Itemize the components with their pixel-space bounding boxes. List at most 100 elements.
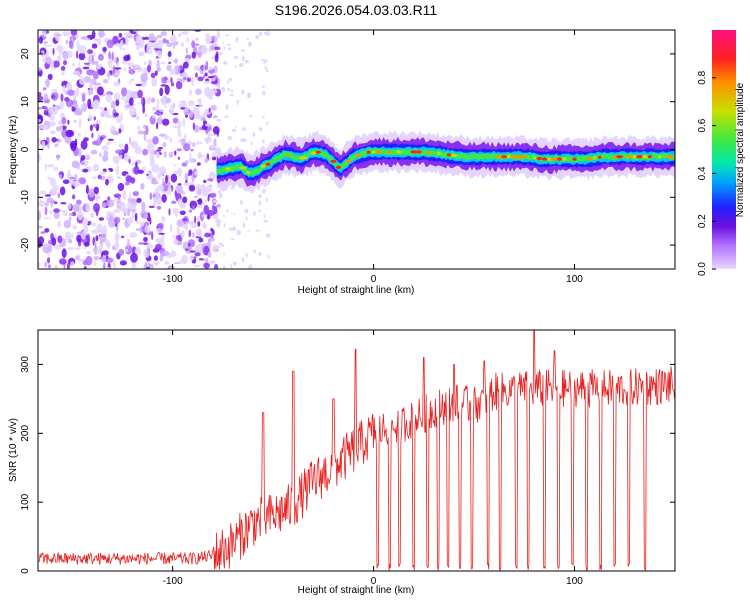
spectrogram-noise-mark <box>81 93 86 103</box>
spectrogram-noise-mark <box>197 188 202 196</box>
spectrogram-ridge-peak <box>410 150 418 154</box>
spectrogram-noise-mark <box>161 233 165 242</box>
spectrogram-noise-mark <box>193 106 198 115</box>
spectrogram-noise-mark <box>263 219 268 223</box>
spectrogram-noise-mark <box>106 266 112 269</box>
spectrogram-noise-mark <box>185 248 189 251</box>
spectrogram-ridge-peak <box>261 164 266 168</box>
spectrogram-noise-mark <box>98 33 106 36</box>
spectrogram-noise-mark <box>241 89 245 95</box>
spectrogram-noise-mark <box>59 258 67 265</box>
colorbar-tick-label: 0.2 <box>697 214 708 228</box>
spectrogram-noise-mark <box>116 60 119 66</box>
spectrogram-noise-mark <box>223 223 226 228</box>
spectrogram-noise-mark <box>134 212 138 222</box>
spectrogram-noise-mark <box>92 246 101 255</box>
spectrogram-noise-mark <box>69 39 73 49</box>
spectrogram-noise-mark <box>135 34 143 45</box>
spectrogram-noise-mark <box>121 96 125 100</box>
spectrogram-ridge-peak <box>415 150 422 154</box>
spectrogram-y-tick-label: 10 <box>20 96 31 108</box>
spectrogram-noise-mark <box>227 135 233 141</box>
spectrogram-noise-mark <box>116 176 121 179</box>
spectrogram-noise-mark <box>194 215 197 224</box>
spectrogram-noise-mark <box>47 257 50 264</box>
spectrogram-noise-mark <box>166 42 173 48</box>
spectrogram-noise-mark <box>63 60 67 66</box>
spectrogram-noise-mark <box>85 255 93 266</box>
spectrogram-noise-mark <box>255 229 260 232</box>
spectrogram-noise-mark <box>189 255 195 261</box>
spectrogram-noise-mark <box>93 71 99 80</box>
spectrogram-noise-mark <box>97 107 104 110</box>
colorbar-tick-label: 0.6 <box>697 118 708 132</box>
spectrogram-noise-mark <box>230 89 234 93</box>
spectrogram-noise-mark <box>200 65 205 69</box>
spectrogram-noise-mark <box>140 183 145 190</box>
spectrogram-noise-mark <box>59 101 64 110</box>
spectrogram-noise-mark <box>135 115 140 121</box>
spectrogram-ridge-peak <box>626 155 633 159</box>
spectrogram-ridge-peak <box>510 155 519 159</box>
spectrogram-noise-mark <box>218 190 221 195</box>
spectrogram-noise-mark <box>76 234 82 243</box>
spectrogram-noise-mark <box>98 217 105 221</box>
spectrogram-noise-mark <box>114 209 119 213</box>
spectrogram-x-axis-label: Height of straight line (km) <box>298 285 415 296</box>
spectrogram-noise-mark <box>265 233 271 238</box>
spectrogram-noise-mark <box>92 176 97 179</box>
spectrogram-noise-mark <box>246 150 248 154</box>
spectrogram-noise-mark <box>50 177 56 187</box>
spectrogram-ridge-peak <box>616 155 624 159</box>
spectrogram-noise-mark <box>102 46 107 53</box>
spectrogram-noise-mark <box>76 199 82 205</box>
spectrogram-noise-mark <box>96 89 103 94</box>
spectrogram-noise-mark <box>65 39 69 45</box>
spectrogram-noise-mark <box>172 43 175 49</box>
spectrogram-noise-mark <box>204 232 212 238</box>
spectrogram-noise-mark <box>185 221 188 230</box>
spectrogram-noise-mark <box>140 72 148 83</box>
spectrogram-noise-mark <box>124 143 129 154</box>
spectrogram-noise-mark <box>129 97 134 106</box>
spectrogram-noise-mark <box>227 88 230 91</box>
spectrogram-noise-mark <box>182 241 190 251</box>
spectrogram-noise-mark <box>164 105 167 109</box>
spectrogram-noise-mark <box>189 89 192 96</box>
spectrogram-noise-mark <box>163 151 167 158</box>
spectrogram-noise-mark <box>170 200 177 204</box>
spectrogram-noise-mark <box>241 56 245 62</box>
spectrogram-noise-mark <box>129 192 132 202</box>
spectrogram-noise-mark <box>53 166 59 171</box>
spectrogram-ridge-peak <box>557 157 562 161</box>
spectrogram-noise-mark <box>141 201 146 211</box>
spectrogram-noise-mark <box>41 140 46 149</box>
spectrogram-y-tick-label: 0 <box>20 146 31 152</box>
spectrogram-noise-mark <box>218 51 223 56</box>
spectrogram-noise-mark <box>88 80 94 90</box>
snr-x-tick-label: 0 <box>371 576 377 587</box>
spectrogram-noise-mark <box>38 210 42 221</box>
spectrogram-noise-mark <box>262 85 265 89</box>
spectrogram-noise-mark <box>110 125 116 132</box>
spectrogram-noise-mark <box>195 244 198 253</box>
spectrogram-noise-mark <box>173 66 176 75</box>
spectrogram-noise-mark <box>82 66 90 70</box>
spectrogram-noise-mark <box>138 51 145 57</box>
spectrogram-noise-mark <box>258 127 263 131</box>
spectrogram-noise-mark <box>111 51 114 61</box>
spectrogram-noise-mark <box>68 202 72 210</box>
spectrogram-noise-mark <box>45 202 49 207</box>
spectrogram-noise-mark <box>107 59 113 68</box>
spectrogram-noise-mark <box>162 250 170 257</box>
spectrogram-noise-mark <box>120 112 123 122</box>
spectrogram-noise-mark <box>194 171 198 176</box>
spectrogram-noise-mark <box>171 235 176 238</box>
spectrogram-noise-mark <box>228 227 233 231</box>
spectrogram-noise-mark <box>93 116 97 121</box>
spectrogram-noise-mark <box>151 77 158 87</box>
spectrogram-noise-mark <box>177 132 182 137</box>
spectrogram-noise-mark <box>212 244 218 253</box>
spectrogram-noise-mark <box>157 98 160 109</box>
spectrogram-noise-mark <box>183 133 187 140</box>
